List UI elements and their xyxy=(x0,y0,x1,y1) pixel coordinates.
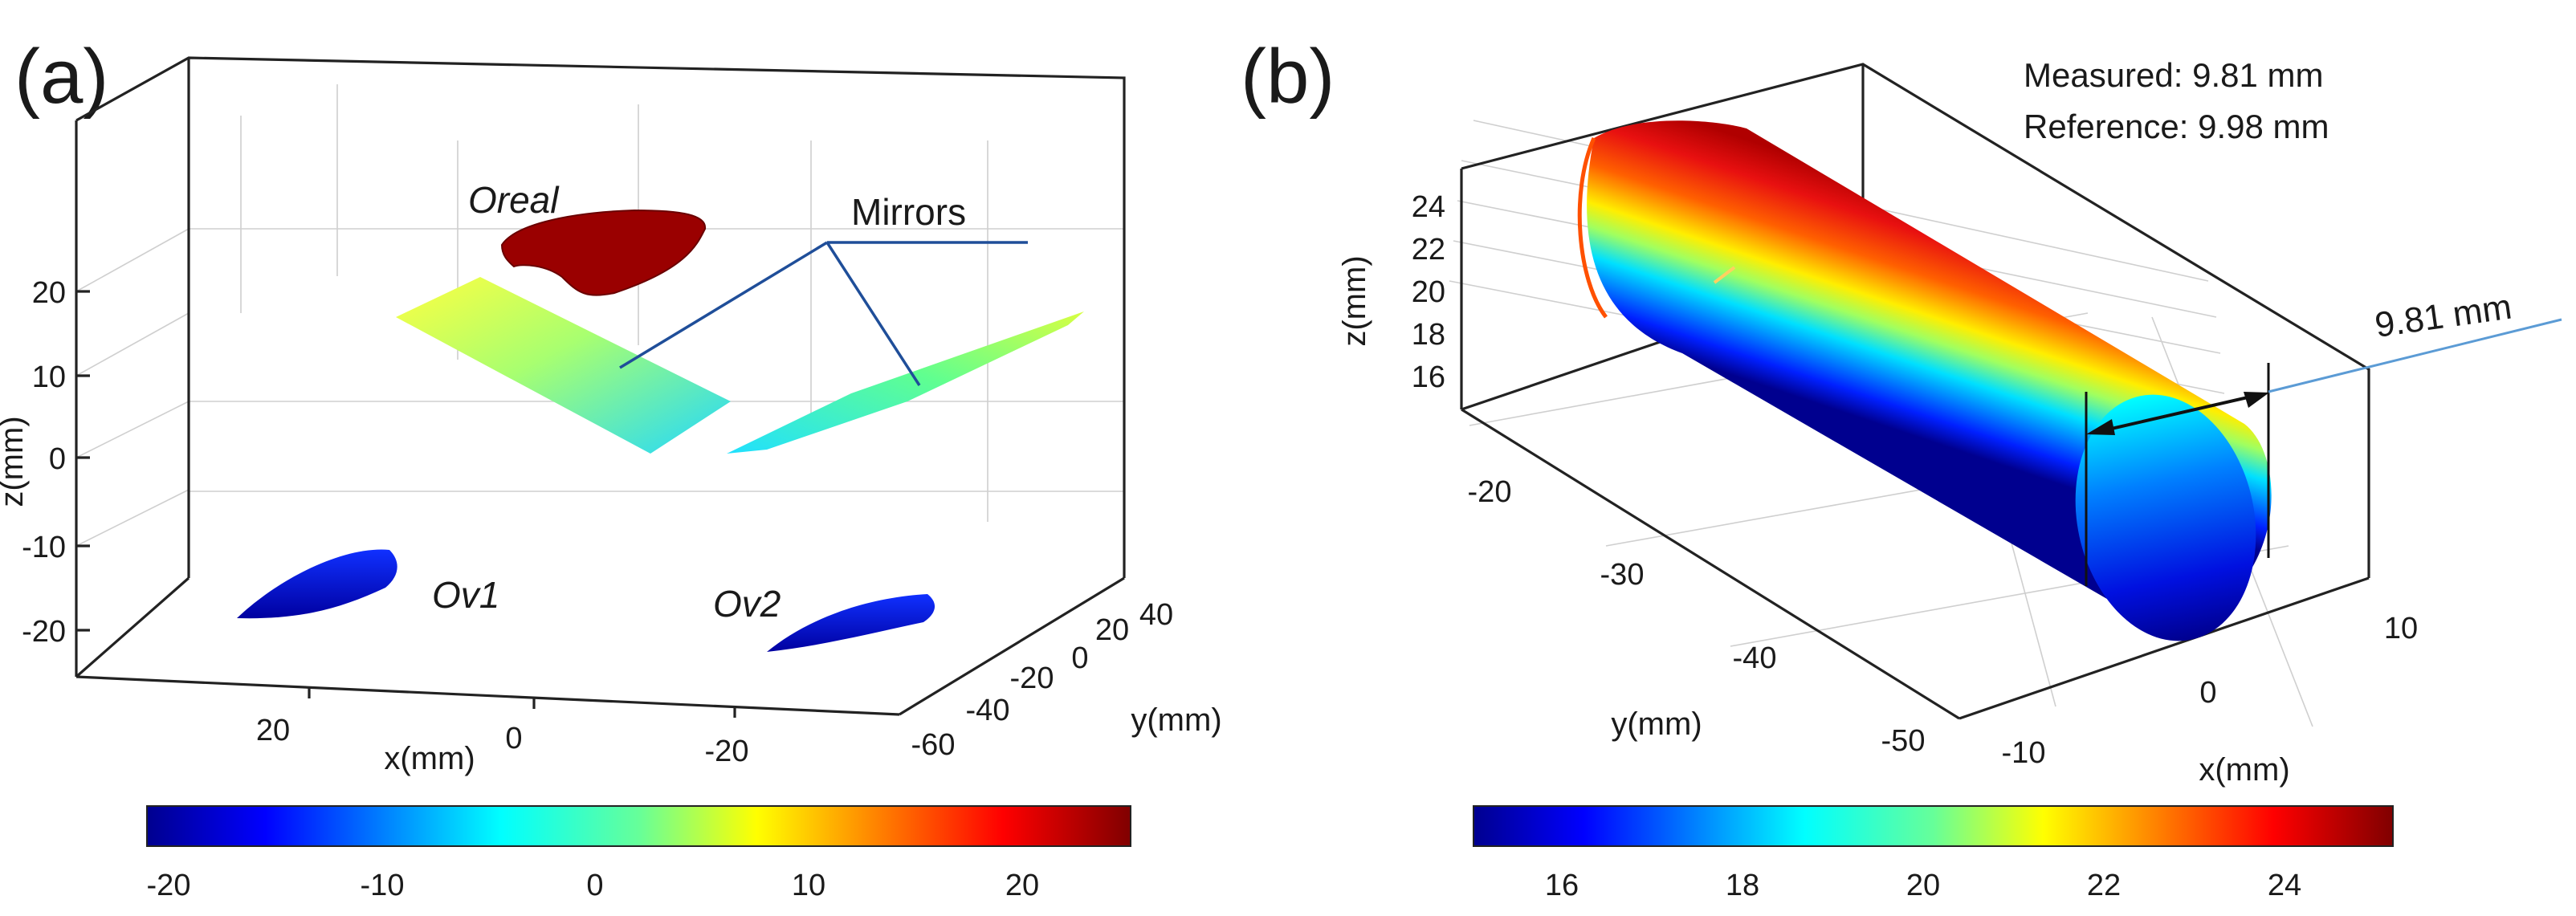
panel-b-z-tick-label: 18 xyxy=(1412,318,1445,352)
panel-b-colorbar-tick-label: 18 xyxy=(1726,869,1759,902)
panel-b-colorbar xyxy=(1473,805,2394,847)
panel-a-z-tick-label: -10 xyxy=(22,531,66,564)
panel-b-x-ticks: -10 0 10 xyxy=(2002,612,2419,770)
panel-a-y-axis-label: y(mm) xyxy=(1131,702,1221,738)
panel-a-colorbar-tick-label: 20 xyxy=(1005,869,1039,902)
mirror-2-surface xyxy=(727,311,1084,454)
panel-a-z-axis-label: z(mm) xyxy=(0,416,30,507)
panel-b-colorbar-tick-label: 22 xyxy=(2087,869,2121,902)
mirror-1-surface xyxy=(396,277,731,454)
panel-b-y-tick-label: -50 xyxy=(1881,724,1926,758)
panel-b-colorbar-tick-label: 16 xyxy=(1545,869,1579,902)
dimension-arrowhead-right xyxy=(2244,392,2269,408)
panel-a-z-ticks: 20 10 0 -10 -20 xyxy=(22,276,90,649)
panel-a-y-tick-label: 40 xyxy=(1139,598,1173,632)
panel-b-back-wall xyxy=(1461,63,2370,578)
ov2-label: Ov2 xyxy=(713,583,781,625)
panel-a-y-ticks: -60 -40 -20 0 20 40 xyxy=(911,598,1174,762)
panel-a-objects xyxy=(237,209,1084,652)
panel-a-colorbar-tick-label: 10 xyxy=(792,869,825,902)
panel-a-y-tick-label: 20 xyxy=(1095,613,1129,647)
panel-a-z-tick-label: -20 xyxy=(22,615,66,649)
panel-b-x-axis-label: x(mm) xyxy=(2199,752,2289,788)
panel-a-z-tick-label: 10 xyxy=(32,360,66,394)
panel-a-x-axis-label: x(mm) xyxy=(384,741,475,776)
panel-a-x-tick-label: 0 xyxy=(505,722,522,755)
panel-b-colorbar-tick-label: 24 xyxy=(2268,869,2301,902)
cylinder-scratch xyxy=(1713,266,1736,284)
panel-b-y-ticks: -20 -30 -40 -50 xyxy=(1468,475,1926,758)
ov2-surface xyxy=(767,594,935,652)
panel-b-z-ticks: 24 22 20 18 16 xyxy=(1412,190,1445,394)
panel-b-x-tick-label: 10 xyxy=(2384,612,2418,645)
ov1-surface xyxy=(237,549,397,619)
panel-a-z-tick-label: 0 xyxy=(49,442,66,476)
oreal-label: Oreal xyxy=(468,179,560,221)
panel-a-y-tick-label: 0 xyxy=(1071,641,1088,675)
panel-b-colorbar-tick-label: 20 xyxy=(1906,869,1940,902)
panel-a-y-tick-label: -20 xyxy=(1010,662,1054,695)
dimension-arrowhead-left xyxy=(2086,419,2115,435)
panel-a-x-tick-label: 20 xyxy=(256,714,290,747)
panel-b-z-tick-label: 16 xyxy=(1412,360,1445,394)
panel-a-y-axis-line xyxy=(899,576,1125,716)
panel-b-y-axis-line xyxy=(1461,408,1960,720)
panel-b-x-tick-label: 0 xyxy=(2199,676,2216,710)
panel-a-grid xyxy=(75,84,1124,547)
reference-label: Reference: 9.98 mm xyxy=(2024,108,2329,145)
panel-b-y-tick-label: -20 xyxy=(1468,475,1512,509)
panel-a-x-tick-label: -20 xyxy=(705,735,749,768)
panel-b-z-tick-label: 20 xyxy=(1412,275,1445,309)
mirrors-leader-lines xyxy=(619,241,1028,386)
mirrors-label: Mirrors xyxy=(851,191,966,233)
panel-a-y-tick-label: -60 xyxy=(911,728,956,762)
panel-b-cylinder xyxy=(1577,120,2272,641)
dimension-leader-line xyxy=(2268,318,2562,393)
dimension-arrow-line xyxy=(2097,393,2259,434)
panel-a-colorbar-tick-label: 0 xyxy=(586,869,603,902)
panel-a-x-axis-line xyxy=(75,675,900,716)
panel-a-x-ticks: 20 0 -20 xyxy=(256,688,749,768)
panel-b-z-axis-label: z(mm) xyxy=(1337,255,1372,346)
panel-a-z-tick-label: 20 xyxy=(32,276,66,310)
oreal-surface xyxy=(500,209,707,296)
panel-a-colorbar-ticks: -20 -10 0 10 20 xyxy=(147,869,1040,902)
panel-b-y-axis-label: y(mm) xyxy=(1611,706,1702,742)
panel-b-x-axis-line xyxy=(1958,576,2370,720)
panel-b-z-tick-label: 22 xyxy=(1412,233,1445,267)
measured-label: Measured: 9.81 mm xyxy=(2024,56,2324,94)
cylinder-end-cap xyxy=(2075,394,2256,641)
ov1-label: Ov1 xyxy=(432,574,499,616)
panel-b-y-tick-label: -30 xyxy=(1600,558,1645,592)
panel-b-z-tick-label: 24 xyxy=(1412,190,1445,224)
cylinder-left-cap xyxy=(1577,136,1608,319)
panel-b-label: (b) xyxy=(1241,34,1335,120)
panel-b-colorbar-ticks: 16 18 20 22 24 xyxy=(1545,869,2301,902)
panel-a-axes xyxy=(75,56,1126,716)
panel-a-colorbar-tick-label: -20 xyxy=(147,869,191,902)
panel-a-y-tick-label: -40 xyxy=(966,694,1010,727)
panel-b-x-tick-label: -10 xyxy=(2002,736,2046,770)
panel-a-back-wall xyxy=(75,56,1126,578)
panel-b-y-tick-label: -40 xyxy=(1733,641,1777,675)
panel-a-colorbar-tick-label: -10 xyxy=(361,869,405,902)
panel-a-colorbar xyxy=(146,805,1131,847)
panel-a-label: (a) xyxy=(14,34,108,120)
